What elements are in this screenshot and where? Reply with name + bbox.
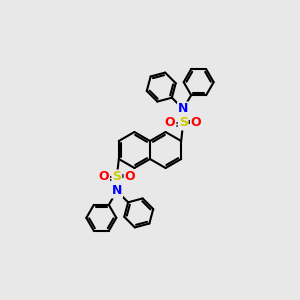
Text: O: O xyxy=(191,116,202,130)
Text: O: O xyxy=(124,170,135,184)
Text: S: S xyxy=(179,116,188,130)
Text: O: O xyxy=(165,116,175,130)
Text: N: N xyxy=(178,103,188,116)
Text: N: N xyxy=(112,184,122,197)
Text: S: S xyxy=(112,170,121,184)
Text: O: O xyxy=(98,170,109,184)
